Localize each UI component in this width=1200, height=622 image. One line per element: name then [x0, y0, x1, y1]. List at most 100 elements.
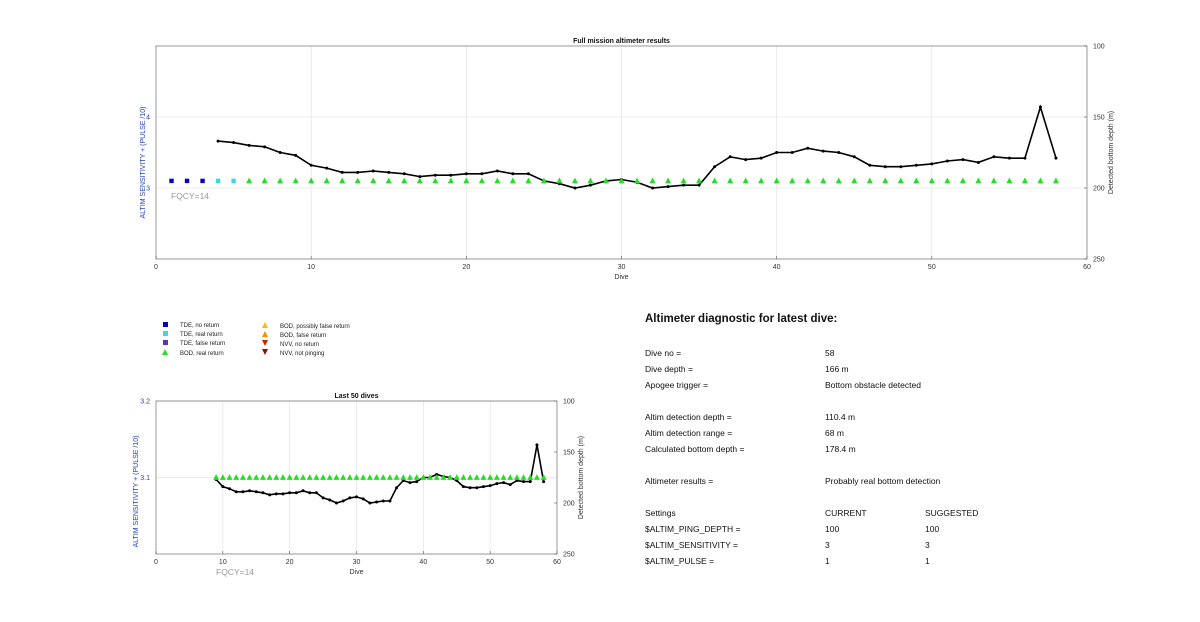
bod-real-return-marker	[527, 474, 534, 480]
bod-real-return-marker	[500, 474, 507, 480]
bod-real-return-marker	[1037, 177, 1044, 184]
triangle-up-icon	[260, 322, 270, 330]
bottom-depth-point	[806, 146, 810, 150]
bod-real-return-marker	[286, 474, 293, 480]
bod-real-return-marker	[308, 177, 315, 184]
bod-real-return-marker	[727, 177, 734, 184]
triangle-down-icon	[260, 340, 270, 348]
bottom-depth-point	[294, 491, 298, 495]
x-tick-label: 50	[486, 559, 494, 566]
bod-real-return-marker	[540, 177, 547, 184]
bottom-depth-point	[542, 480, 546, 484]
bod-real-return-marker	[420, 474, 427, 480]
bod-real-return-marker	[928, 177, 935, 184]
bottom-depth-point	[294, 153, 298, 157]
altimeter-results-row: Altimeter results = Probably real bottom…	[645, 476, 1145, 488]
bod-real-return-marker	[587, 177, 594, 184]
bod-real-return-marker	[333, 474, 340, 480]
bottom-depth-point	[744, 158, 748, 162]
bottom-depth-point	[340, 170, 344, 174]
bottom-depth-point	[387, 170, 391, 174]
bottom-depth-point	[375, 500, 379, 504]
bod-real-return-marker	[277, 177, 284, 184]
bod-real-return-marker	[300, 474, 307, 480]
bottom-depth-line	[215, 444, 545, 504]
bottom-depth-point	[355, 495, 358, 499]
bod-real-return-marker	[473, 474, 480, 480]
bod-real-return-marker	[233, 474, 240, 480]
y-right-axis-label: Detected bottom depth (m)	[1108, 111, 1115, 194]
bod-real-return-marker	[416, 177, 423, 184]
bottom-depth-point	[1023, 156, 1027, 160]
bod-real-return-marker	[493, 474, 500, 480]
bottom-depth-point	[461, 485, 465, 489]
bod-real-return-marker	[253, 474, 260, 480]
bod-real-return-marker	[990, 177, 997, 184]
bottom-depth-point	[449, 173, 453, 177]
bod-real-return-marker	[261, 177, 268, 184]
bottom-depth-point	[402, 172, 406, 176]
bottom-depth-point	[408, 481, 412, 485]
bottom-depth-point	[899, 165, 903, 169]
x-tick-label: 0	[154, 559, 158, 566]
y-right-tick-label: 250	[563, 552, 575, 559]
bod-real-return-marker	[406, 474, 413, 480]
y-right-axis-label: Detected bottom depth (m)	[578, 436, 585, 519]
setting-current: 1	[825, 556, 830, 566]
bottom-depth-point	[261, 491, 265, 495]
bod-real-return-marker	[773, 177, 780, 184]
dive-no-row: Dive no = 58	[645, 348, 1145, 360]
bod-real-return-marker	[226, 474, 233, 480]
bod-real-return-marker	[386, 474, 393, 480]
dive-no-label: Dive no =	[645, 348, 682, 358]
fqcy-annotation: FQCY=14	[216, 567, 254, 577]
y-left-tick-label: 3.2	[140, 399, 150, 406]
bod-real-return-marker	[219, 474, 226, 480]
tde-return-marker	[215, 178, 221, 184]
bottom-depth-point	[821, 149, 825, 153]
bottom-depth-point	[790, 151, 794, 154]
bod-real-return-marker	[432, 177, 439, 184]
bod-real-return-marker	[851, 177, 858, 184]
bod-real-return-marker	[711, 177, 718, 184]
bottom-depth-point	[759, 156, 763, 160]
bod-real-return-marker	[385, 177, 392, 184]
setting-current: 100	[825, 524, 840, 534]
tde-return-marker	[231, 178, 236, 184]
bod-real-return-marker	[393, 474, 400, 480]
bottom-depth-point	[528, 480, 532, 484]
bottom-depth-point	[961, 158, 965, 162]
x-tick-label: 60	[553, 559, 561, 566]
bottom-depth-point	[348, 496, 352, 500]
bod-real-return-marker	[401, 177, 408, 184]
bottom-depth-point	[1054, 156, 1058, 160]
bod-real-return-marker	[618, 177, 625, 184]
bod-real-return-marker	[913, 177, 920, 184]
bod-real-return-marker	[804, 177, 811, 184]
altimeter-results-value: Probably real bottom detection	[825, 476, 941, 486]
bottom-depth-point	[481, 485, 485, 489]
legend-label: NVV, not pinging	[280, 351, 325, 357]
bottom-depth-point	[522, 480, 526, 484]
legend-label: NVV, no return	[280, 342, 320, 348]
bod-real-return-marker	[370, 177, 377, 184]
legend-label: TDE, false return	[180, 341, 226, 347]
bod-real-return-marker	[758, 177, 765, 184]
x-axis-label: Dive	[349, 569, 363, 576]
dive-no-value: 58	[825, 348, 835, 358]
legend-item: NVV, no return	[260, 340, 319, 348]
suggested-header: SUGGESTED	[925, 508, 979, 518]
x-tick-label: 40	[419, 559, 427, 566]
bod-real-return-marker	[273, 474, 280, 480]
y-right-tick-label: 200	[1093, 186, 1105, 193]
bottom-depth-point	[914, 163, 918, 167]
setting-current: 3	[825, 540, 830, 550]
setting-suggested: 1	[925, 556, 930, 566]
setting-row: $ALTIM_PING_DEPTH = 100 100	[645, 524, 1145, 536]
bod-real-return-marker	[366, 474, 373, 480]
bottom-depth-point	[992, 155, 996, 159]
square-marker-icon	[160, 322, 170, 329]
legend-label: TDE, real return	[180, 332, 223, 338]
bod-real-return-marker	[467, 474, 474, 480]
detection-range-value: 68 m	[825, 428, 844, 438]
